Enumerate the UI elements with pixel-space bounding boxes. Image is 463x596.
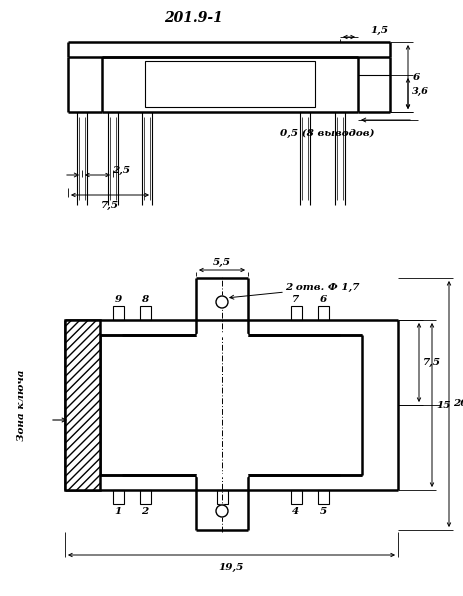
Text: 15: 15 [436, 401, 450, 409]
Text: 5,5: 5,5 [213, 257, 231, 266]
Bar [318, 306, 329, 320]
Bar [291, 490, 302, 504]
Bar [197, 334, 247, 336]
Text: 19,5: 19,5 [219, 563, 244, 572]
Text: 0,5 (8 выводов): 0,5 (8 выводов) [280, 128, 375, 138]
Bar [197, 474, 247, 476]
Text: 6: 6 [319, 294, 326, 303]
Text: 8: 8 [141, 294, 149, 303]
Text: 7,5: 7,5 [423, 358, 441, 367]
Bar [113, 490, 124, 504]
Text: 2: 2 [141, 507, 149, 516]
Text: 1,5: 1,5 [370, 26, 388, 35]
Text: 3: 3 [219, 507, 225, 516]
Text: 2 отв. Ф 1,7: 2 отв. Ф 1,7 [285, 283, 359, 291]
Bar [65, 320, 100, 490]
Bar [291, 306, 302, 320]
Text: 9: 9 [114, 294, 122, 303]
Circle shape [216, 505, 228, 517]
Text: Зона ключа: Зона ключа [18, 370, 26, 441]
Bar [140, 306, 151, 320]
Text: 7: 7 [292, 294, 300, 303]
Bar [113, 306, 124, 320]
Text: 4: 4 [292, 507, 300, 516]
Text: 5: 5 [319, 507, 326, 516]
Bar [217, 490, 228, 504]
Text: 3,6: 3,6 [412, 86, 429, 95]
Text: 2,5: 2,5 [112, 166, 130, 175]
Bar [145, 61, 315, 107]
Text: 201.9-1: 201.9-1 [163, 11, 222, 25]
Text: 6: 6 [413, 73, 420, 82]
Text: 20: 20 [453, 399, 463, 408]
Bar [197, 334, 247, 336]
Bar [318, 490, 329, 504]
Circle shape [216, 296, 228, 308]
Bar [197, 474, 247, 476]
Text: 1: 1 [114, 507, 122, 516]
Bar [140, 490, 151, 504]
Text: 7,5: 7,5 [101, 200, 119, 210]
